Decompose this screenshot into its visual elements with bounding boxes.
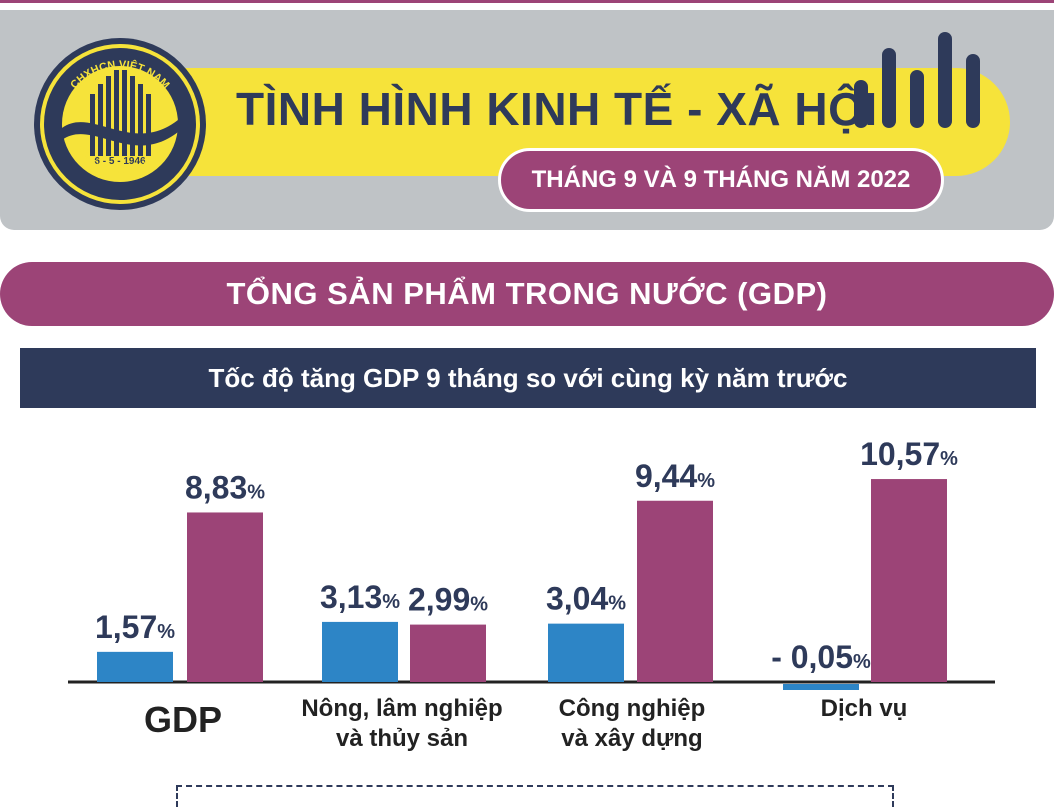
bar-purple-3 xyxy=(871,479,947,682)
logo-date-text: 6 - 5 - 1946 xyxy=(94,156,146,167)
top-border xyxy=(0,0,1054,3)
bar-purple-1 xyxy=(410,624,486,682)
category-label-0: GDP xyxy=(144,699,222,740)
data-label-purple-2: 9,44% xyxy=(635,458,715,494)
bar-blue-2 xyxy=(548,623,624,682)
bar-chart-icon xyxy=(854,32,980,128)
data-label-purple-3: 10,57% xyxy=(860,436,958,472)
bar-blue-3 xyxy=(783,684,859,690)
bar-purple-2 xyxy=(637,500,713,682)
category-label-2: Công nghiệp và xây dựng xyxy=(559,695,706,752)
gdp-growth-chart: 1,57% 3,13% 3,04% - 0,05% 8,83% 2,99% 9,44% 10,… xyxy=(68,436,995,752)
gso-logo: CHXHCN VIỆT NAM 6 - 5 - 1946 TỔNG CỤC TH… xyxy=(34,38,206,210)
section-title: TỔNG SẢN PHẨM TRONG NƯỚC (GDP) xyxy=(0,262,1054,326)
data-label-purple-0: 8,83% xyxy=(185,469,265,505)
bar-purple-0 xyxy=(187,512,263,682)
data-label-purple-1: 2,99% xyxy=(408,582,488,618)
period-badge: THÁNG 9 VÀ 9 THÁNG NĂM 2022 xyxy=(498,148,944,212)
chart-title: Tốc độ tăng GDP 9 tháng so với cùng kỳ n… xyxy=(20,348,1036,408)
category-label-3: Dịch vụ xyxy=(821,695,908,722)
category-label-1: Nông, lâm nghiệp và thủy sản xyxy=(301,695,502,752)
bar-blue-1 xyxy=(322,621,398,682)
page-title: TÌNH HÌNH KINH TẾ - XÃ HỘI xyxy=(236,83,878,135)
bar-blue-0 xyxy=(97,651,173,682)
data-label-blue-3: - 0,05% xyxy=(771,639,871,675)
data-label-blue-2: 3,04% xyxy=(546,581,626,617)
data-label-blue-1: 3,13% xyxy=(320,579,400,615)
dashed-frame xyxy=(176,785,894,807)
data-label-blue-0: 1,57% xyxy=(95,609,175,645)
